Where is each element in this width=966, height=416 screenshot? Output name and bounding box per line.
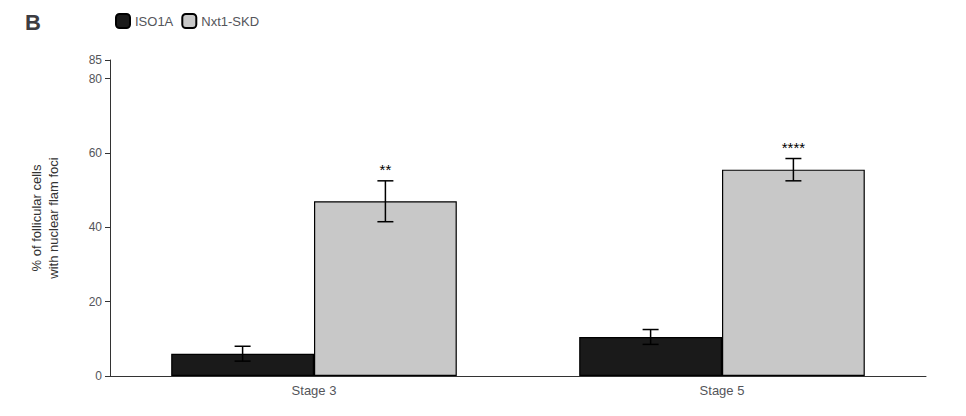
svg-text:B: B bbox=[25, 10, 41, 35]
svg-text:40: 40 bbox=[89, 220, 103, 234]
svg-text:****: **** bbox=[782, 139, 806, 156]
svg-text:Nxt1-SKD: Nxt1-SKD bbox=[201, 14, 259, 29]
svg-text:Stage 5: Stage 5 bbox=[700, 383, 745, 398]
svg-text:85: 85 bbox=[89, 53, 103, 67]
svg-text:80: 80 bbox=[89, 72, 103, 86]
svg-text:0: 0 bbox=[95, 369, 102, 383]
svg-text:with nuclear flam foci: with nuclear flam foci bbox=[46, 157, 61, 279]
svg-text:ISO1A: ISO1A bbox=[135, 14, 174, 29]
svg-text:60: 60 bbox=[89, 146, 103, 160]
svg-text:**: ** bbox=[380, 161, 392, 178]
svg-text:% of follicular cells: % of follicular cells bbox=[29, 164, 44, 271]
svg-text:Stage 3: Stage 3 bbox=[292, 383, 337, 398]
svg-text:20: 20 bbox=[89, 295, 103, 309]
